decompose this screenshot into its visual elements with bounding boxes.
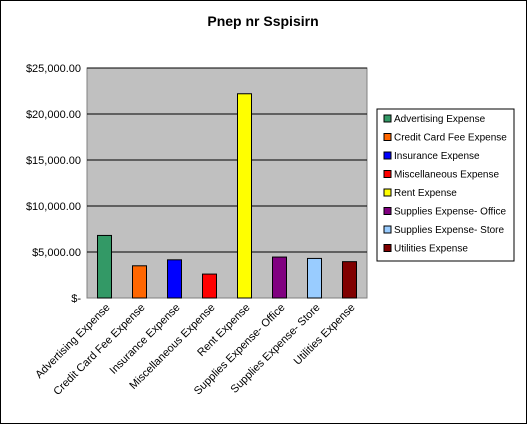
legend-entry: Miscellaneous Expense: [394, 170, 499, 181]
y-tick-label: $25,000.00: [26, 63, 81, 75]
legend: Advertising Expense Credit Card Fee Expen…: [383, 114, 507, 255]
legend-swatch: [383, 114, 392, 123]
bars: [97, 93, 357, 299]
legend-swatch: [383, 151, 392, 160]
legend-swatch: [383, 225, 392, 234]
y-tick-label: $5,000.00: [32, 247, 81, 259]
legend-entry: Supplies Expense- Store: [394, 225, 505, 236]
gridlines: [87, 67, 367, 253]
bar: [132, 265, 147, 299]
y-tick-label: $-: [71, 293, 81, 305]
legend-entry: Supplies Expense- Office: [394, 207, 507, 218]
y-axis-ticks: $- $5,000.00 $10,000.00 $15,000.00 $20,000.0…: [26, 63, 81, 305]
legend-entry: Advertising Expense: [394, 114, 486, 125]
chart-title: Pnep nr Sspisirn: [207, 13, 318, 29]
bar: [342, 261, 357, 299]
bar: [237, 93, 252, 299]
bar: [202, 273, 217, 299]
legend-entry: Rent Expense: [394, 188, 457, 199]
legend-swatch: [383, 244, 392, 252]
legend-swatch: [383, 133, 392, 141]
legend-entry: Insurance Expense: [394, 151, 480, 162]
bar: [167, 259, 182, 299]
bar: [272, 256, 287, 299]
y-tick-label: $20,000.00: [26, 109, 81, 121]
legend-entry: Credit Card Fee Expense: [394, 133, 507, 144]
legend-swatch: [383, 207, 392, 215]
x-tick-label: Utilities Expense: [292, 302, 358, 368]
legend-box: [376, 108, 515, 262]
y-tick-label: $10,000.00: [26, 201, 81, 213]
legend-entry: Utilities Expense: [394, 244, 468, 255]
bar: [97, 234, 112, 299]
legend-swatch: [383, 170, 392, 178]
y-tick-label: $15,000.00: [26, 155, 81, 167]
bar: [307, 257, 322, 299]
plot-area: [86, 67, 368, 299]
legend-swatch: [383, 188, 392, 197]
